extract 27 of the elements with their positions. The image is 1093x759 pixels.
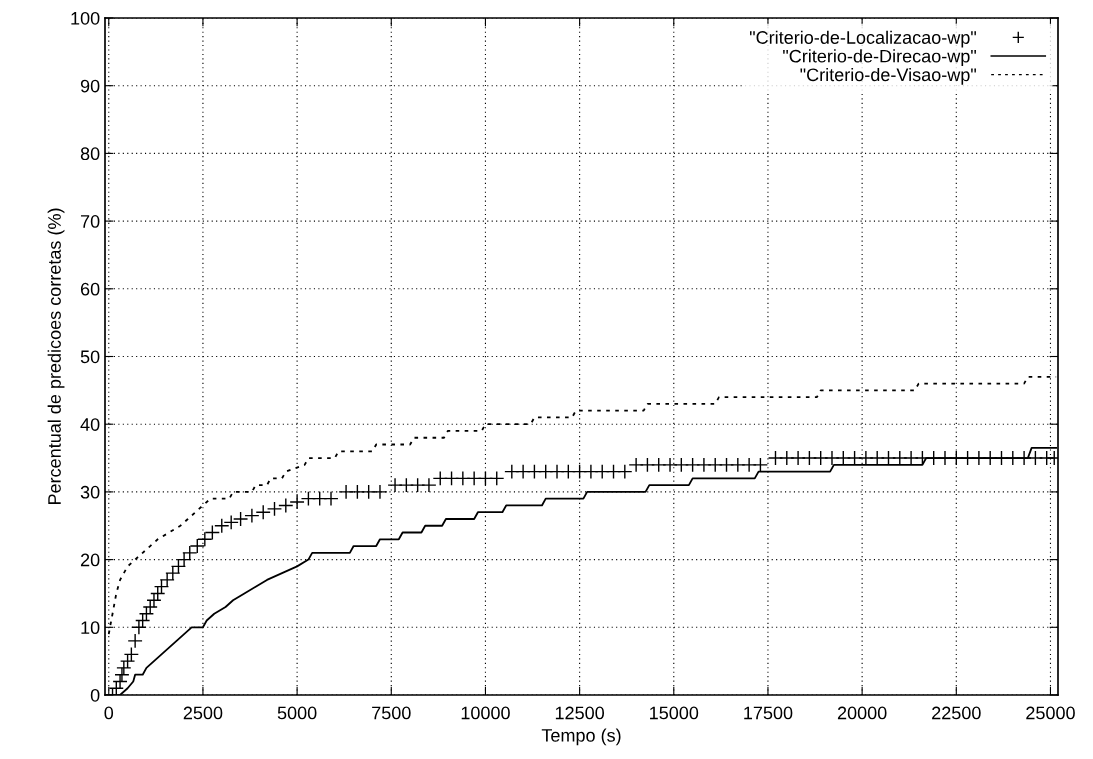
y-tick-label: 20	[80, 553, 100, 567]
x-axis-title: Tempo (s)	[541, 728, 621, 746]
y-tick-label: 80	[80, 147, 100, 161]
x-tick-label: 15000	[650, 706, 699, 720]
y-tick-label: 10	[81, 621, 100, 635]
x-tick-label: 22500	[932, 706, 981, 720]
y-tick-label: 60	[80, 282, 100, 296]
x-tick-label: 20000	[837, 706, 887, 720]
x-tick-label: 2500	[183, 706, 223, 720]
legend-label: "Criterio-de-Localizacao-wp"	[749, 30, 976, 48]
y-tick-label: 0	[90, 688, 100, 702]
y-tick-label: 70	[80, 215, 100, 228]
y-tick-label: 40	[80, 418, 100, 431]
legend-label: "Criterio-de-Visao-wp"	[800, 67, 976, 85]
y-tick-label: 30	[80, 485, 100, 499]
y-tick-label: 90	[80, 79, 100, 93]
x-tick-label: 12500	[555, 706, 605, 720]
x-tick-label: 25000	[1026, 706, 1075, 720]
x-tick-label: 10000	[461, 706, 510, 720]
y-axis-title: Percentual de predicoes corretas (%)	[47, 208, 65, 505]
x-tick-label: 7500	[372, 706, 411, 720]
y-tick-label: 50	[80, 350, 100, 364]
legend-label: "Criterio-de-Direcao-wp"	[783, 49, 976, 67]
x-tick-label: 5000	[277, 706, 317, 720]
y-tick-label: 100	[71, 11, 100, 25]
x-tick-label: 0	[104, 706, 114, 720]
x-tick-label: 17500	[744, 706, 793, 720]
